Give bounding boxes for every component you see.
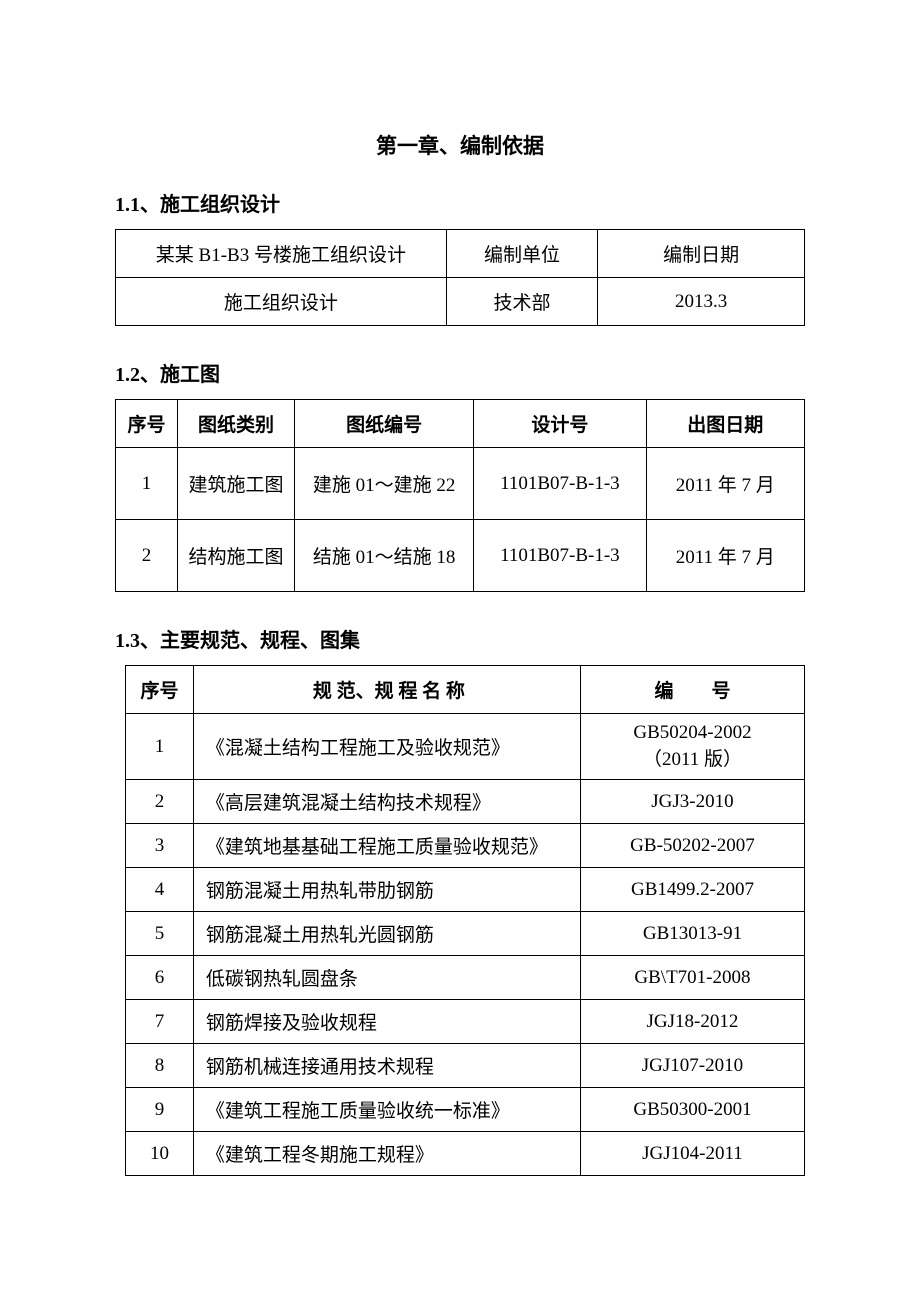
cell-code: JGJ18-2012	[580, 1000, 804, 1044]
table-row: 序号 规 范、规 程 名 称 编 号	[126, 666, 805, 714]
col-header: 某某 B1-B3 号楼施工组织设计	[116, 230, 447, 278]
cell: 建施 01～建施 22	[295, 448, 474, 520]
col-header: 出图日期	[646, 400, 805, 448]
cell: 2013.3	[598, 278, 805, 326]
col-header: 设计号	[474, 400, 646, 448]
col-header: 序号	[116, 400, 178, 448]
table-row: 某某 B1-B3 号楼施工组织设计 编制单位 编制日期	[116, 230, 805, 278]
cell: 建筑施工图	[178, 448, 295, 520]
cell-num: 1	[126, 714, 194, 780]
cell-code-line2: （2011 版）	[589, 744, 796, 771]
table-construction-org-design: 某某 B1-B3 号楼施工组织设计 编制单位 编制日期 施工组织设计 技术部 2…	[115, 229, 805, 326]
cell: 2	[116, 520, 178, 592]
table-row: 序号 图纸类别 图纸编号 设计号 出图日期	[116, 400, 805, 448]
section-1-3-title: 1.3、主要规范、规程、图集	[115, 624, 805, 653]
cell-code: GB\T701-2008	[580, 956, 804, 1000]
table-row: 5钢筋混凝土用热轧光圆钢筋GB13013-91	[126, 912, 805, 956]
cell: 结施 01～结施 18	[295, 520, 474, 592]
cell-name: 《建筑工程冬期施工规程》	[193, 1132, 580, 1176]
col-header: 编 号	[580, 666, 804, 714]
col-header: 图纸编号	[295, 400, 474, 448]
col-header: 序号	[126, 666, 194, 714]
cell: 2011 年 7 月	[646, 520, 805, 592]
cell-code: GB50204-2002（2011 版）	[580, 714, 804, 780]
col-header: 编制日期	[598, 230, 805, 278]
cell-num: 6	[126, 956, 194, 1000]
cell: 结构施工图	[178, 520, 295, 592]
cell-name: 钢筋混凝土用热轧光圆钢筋	[193, 912, 580, 956]
table-row: 4钢筋混凝土用热轧带肋钢筋GB1499.2-2007	[126, 868, 805, 912]
table-row: 2 结构施工图 结施 01～结施 18 1101B07-B-1-3 2011 年…	[116, 520, 805, 592]
cell-num: 4	[126, 868, 194, 912]
table-row: 施工组织设计 技术部 2013.3	[116, 278, 805, 326]
cell-name: 《混凝土结构工程施工及验收规范》	[193, 714, 580, 780]
cell-num: 5	[126, 912, 194, 956]
col-header: 编制单位	[446, 230, 598, 278]
cell: 2011 年 7 月	[646, 448, 805, 520]
table-row: 3《建筑地基基础工程施工质量验收规范》GB-50202-2007	[126, 824, 805, 868]
cell-num: 8	[126, 1044, 194, 1088]
cell-name: 钢筋焊接及验收规程	[193, 1000, 580, 1044]
table-row: 7钢筋焊接及验收规程JGJ18-2012	[126, 1000, 805, 1044]
cell-num: 3	[126, 824, 194, 868]
table-standards: 序号 规 范、规 程 名 称 编 号 1《混凝土结构工程施工及验收规范》GB50…	[125, 665, 805, 1176]
table-row: 1 建筑施工图 建施 01～建施 22 1101B07-B-1-3 2011 年…	[116, 448, 805, 520]
cell-num: 9	[126, 1088, 194, 1132]
cell-code: JGJ107-2010	[580, 1044, 804, 1088]
cell-code: GB13013-91	[580, 912, 804, 956]
cell: 技术部	[446, 278, 598, 326]
section-1-2-title: 1.2、施工图	[115, 358, 805, 387]
col-header: 规 范、规 程 名 称	[193, 666, 580, 714]
cell-code: GB50300-2001	[580, 1088, 804, 1132]
chapter-title: 第一章、编制依据	[115, 130, 805, 160]
cell-code: GB-50202-2007	[580, 824, 804, 868]
table-row: 9《建筑工程施工质量验收统一标准》GB50300-2001	[126, 1088, 805, 1132]
cell: 施工组织设计	[116, 278, 447, 326]
cell-name: 《建筑工程施工质量验收统一标准》	[193, 1088, 580, 1132]
cell-code: JGJ3-2010	[580, 780, 804, 824]
cell: 1101B07-B-1-3	[474, 448, 646, 520]
cell-num: 10	[126, 1132, 194, 1176]
cell-name: 《高层建筑混凝土结构技术规程》	[193, 780, 580, 824]
cell-name: 钢筋混凝土用热轧带肋钢筋	[193, 868, 580, 912]
cell-name: 《建筑地基基础工程施工质量验收规范》	[193, 824, 580, 868]
table-row: 10《建筑工程冬期施工规程》JGJ104-2011	[126, 1132, 805, 1176]
table-construction-drawings: 序号 图纸类别 图纸编号 设计号 出图日期 1 建筑施工图 建施 01～建施 2…	[115, 399, 805, 592]
cell-name: 钢筋机械连接通用技术规程	[193, 1044, 580, 1088]
cell-num: 7	[126, 1000, 194, 1044]
col-header: 图纸类别	[178, 400, 295, 448]
cell-code: JGJ104-2011	[580, 1132, 804, 1176]
cell: 1101B07-B-1-3	[474, 520, 646, 592]
cell-num: 2	[126, 780, 194, 824]
table-row: 2《高层建筑混凝土结构技术规程》JGJ3-2010	[126, 780, 805, 824]
table-row: 1《混凝土结构工程施工及验收规范》GB50204-2002（2011 版）	[126, 714, 805, 780]
cell: 1	[116, 448, 178, 520]
cell-code: GB1499.2-2007	[580, 868, 804, 912]
cell-name: 低碳钢热轧圆盘条	[193, 956, 580, 1000]
table-row: 6低碳钢热轧圆盘条GB\T701-2008	[126, 956, 805, 1000]
section-1-1-title: 1.1、施工组织设计	[115, 188, 805, 217]
table-row: 8钢筋机械连接通用技术规程JGJ107-2010	[126, 1044, 805, 1088]
